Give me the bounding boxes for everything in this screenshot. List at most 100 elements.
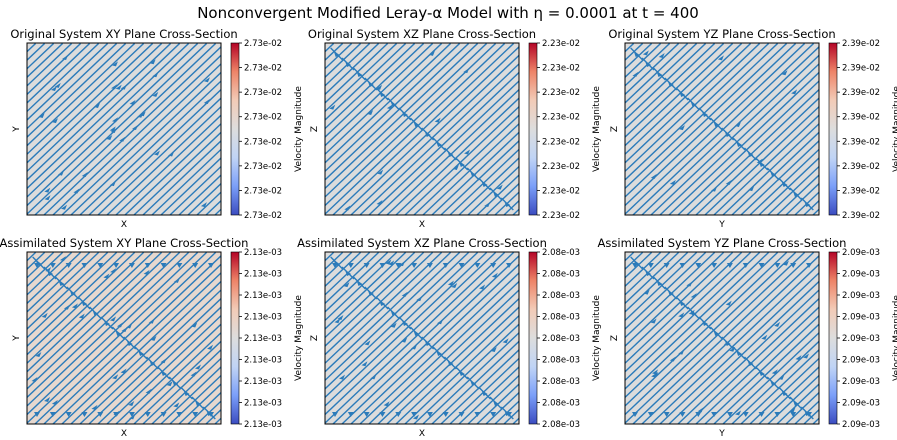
streamline bbox=[625, 43, 797, 207]
streamline bbox=[375, 87, 389, 101]
colorbar-tick-label: 2.08e-03 bbox=[542, 420, 580, 430]
streamline bbox=[625, 43, 761, 173]
streamline bbox=[27, 252, 109, 330]
streamline bbox=[325, 252, 416, 339]
streamline bbox=[100, 316, 114, 330]
streamline bbox=[485, 182, 519, 215]
stream-arrow bbox=[173, 402, 180, 408]
streamline bbox=[375, 296, 389, 310]
streamline bbox=[625, 43, 671, 87]
streamline bbox=[341, 45, 519, 215]
streamline bbox=[625, 43, 725, 139]
plot-background bbox=[27, 43, 221, 215]
streamline bbox=[27, 252, 172, 390]
streamline bbox=[652, 67, 666, 81]
stream-arrow bbox=[367, 109, 374, 115]
streamline bbox=[443, 147, 457, 161]
stream-arrow bbox=[452, 164, 459, 170]
streamline bbox=[625, 252, 752, 373]
streamline bbox=[387, 97, 401, 111]
stream-arrow bbox=[723, 340, 730, 346]
streamline bbox=[731, 340, 819, 424]
stream-arrow bbox=[71, 303, 78, 309]
colorbar-tick-label: 2.09e-03 bbox=[842, 313, 880, 323]
y-axis-label: Z bbox=[310, 126, 320, 132]
streamline bbox=[650, 263, 819, 424]
stream-arrow bbox=[426, 412, 433, 417]
streamline bbox=[142, 348, 221, 424]
streamline bbox=[625, 252, 680, 305]
streamline bbox=[134, 346, 148, 360]
streamline bbox=[421, 127, 435, 141]
colorbar-tick-label: 2.39e-02 bbox=[842, 162, 880, 172]
stream-arrow bbox=[778, 374, 785, 380]
stream-arrow bbox=[506, 263, 512, 268]
streamline bbox=[325, 43, 416, 130]
stream-arrow bbox=[474, 412, 481, 417]
stream-arrow bbox=[458, 263, 465, 268]
colorbar-tick-label: 2.09e-03 bbox=[842, 356, 880, 366]
streamline bbox=[704, 105, 819, 215]
stream-arrow bbox=[200, 202, 207, 208]
stream-arrow bbox=[94, 103, 101, 109]
streamline bbox=[476, 383, 519, 424]
colorbar-tick-label: 2.08e-03 bbox=[542, 313, 580, 323]
streamline bbox=[330, 47, 344, 61]
stream-arrow bbox=[129, 99, 136, 105]
streamline bbox=[668, 280, 819, 424]
stream-arrow bbox=[474, 263, 481, 268]
streamline bbox=[377, 80, 519, 215]
streamline bbox=[625, 252, 734, 356]
colorbar bbox=[828, 42, 838, 216]
stream-arrow bbox=[113, 263, 120, 268]
stream-arrow bbox=[51, 86, 58, 92]
stream-arrow bbox=[401, 291, 408, 297]
stream-arrow bbox=[106, 135, 113, 141]
streamline bbox=[758, 157, 819, 215]
stream-arrow bbox=[73, 188, 80, 194]
streamline bbox=[625, 252, 788, 407]
streamline bbox=[325, 43, 452, 164]
streamline bbox=[625, 43, 716, 130]
stream-arrow bbox=[347, 263, 354, 268]
stream-arrow bbox=[686, 281, 693, 287]
colorbar-tick-label: 2.23e-02 bbox=[542, 211, 580, 221]
streamline bbox=[652, 276, 666, 290]
stream-arrow bbox=[145, 388, 152, 394]
streamline bbox=[61, 62, 221, 215]
stream-arrow bbox=[152, 72, 159, 78]
streamline bbox=[732, 346, 746, 360]
stream-arrow bbox=[63, 304, 70, 310]
stream-arrow bbox=[208, 412, 214, 417]
streamline bbox=[625, 252, 779, 399]
streamline bbox=[325, 252, 425, 348]
stream-arrow bbox=[758, 263, 765, 268]
colorbar-tick-label: 2.13e-03 bbox=[244, 313, 282, 323]
streamline bbox=[325, 43, 362, 79]
stream-arrow bbox=[203, 98, 210, 104]
streamline bbox=[698, 316, 712, 330]
streamline bbox=[61, 271, 221, 424]
streamline bbox=[778, 177, 792, 191]
stream-arrow bbox=[103, 273, 110, 279]
stream-arrow bbox=[339, 374, 346, 380]
streamline bbox=[443, 356, 457, 370]
colorbar-label: Velocity Magnitude bbox=[892, 295, 897, 381]
stream-arrow bbox=[45, 266, 52, 272]
streamline bbox=[466, 376, 480, 390]
stream-arrow bbox=[176, 412, 183, 417]
streamline bbox=[142, 139, 221, 215]
colorbar-tick-label: 2.09e-03 bbox=[842, 377, 880, 387]
y-axis-label: Z bbox=[610, 335, 620, 341]
streamline bbox=[625, 43, 806, 215]
streamline bbox=[789, 396, 803, 410]
streamline bbox=[66, 286, 80, 300]
stream-arrow bbox=[463, 68, 470, 74]
stream-arrow bbox=[377, 169, 384, 175]
colorbar-tick-label: 2.23e-02 bbox=[542, 137, 580, 147]
streamline bbox=[625, 252, 698, 322]
stream-arrow bbox=[401, 337, 408, 343]
streamline bbox=[325, 43, 443, 156]
stream-arrow bbox=[160, 358, 167, 364]
streamline bbox=[713, 114, 819, 215]
